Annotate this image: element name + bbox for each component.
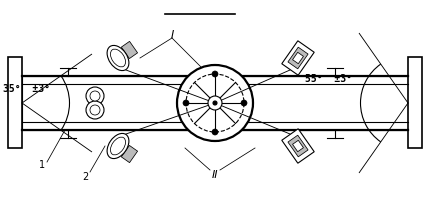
Circle shape bbox=[177, 66, 253, 141]
Text: 2: 2 bbox=[82, 171, 88, 181]
Text: 55°  ±3°: 55° ±3° bbox=[305, 74, 352, 84]
Circle shape bbox=[241, 101, 247, 107]
Circle shape bbox=[90, 105, 100, 115]
Circle shape bbox=[86, 88, 104, 105]
Circle shape bbox=[90, 91, 100, 102]
Text: 35°  ±3°: 35° ±3° bbox=[3, 84, 50, 94]
Polygon shape bbox=[292, 53, 304, 64]
Ellipse shape bbox=[111, 137, 126, 155]
Ellipse shape bbox=[111, 50, 126, 68]
Ellipse shape bbox=[107, 134, 129, 159]
Ellipse shape bbox=[107, 46, 129, 71]
Circle shape bbox=[183, 101, 189, 107]
Polygon shape bbox=[288, 136, 308, 157]
Text: I: I bbox=[170, 30, 174, 40]
Bar bbox=[22, 77, 408, 130]
Text: 1: 1 bbox=[39, 159, 45, 169]
Polygon shape bbox=[121, 42, 138, 59]
Polygon shape bbox=[292, 141, 304, 152]
Polygon shape bbox=[288, 48, 308, 69]
Circle shape bbox=[208, 97, 222, 110]
Bar bbox=[408, 58, 422, 148]
Text: II: II bbox=[212, 169, 218, 179]
Polygon shape bbox=[121, 146, 138, 163]
Circle shape bbox=[213, 102, 217, 105]
Polygon shape bbox=[282, 42, 314, 76]
Circle shape bbox=[212, 72, 218, 78]
Circle shape bbox=[212, 129, 218, 135]
Polygon shape bbox=[282, 129, 314, 163]
Circle shape bbox=[86, 102, 104, 119]
Bar bbox=[8, 58, 22, 148]
